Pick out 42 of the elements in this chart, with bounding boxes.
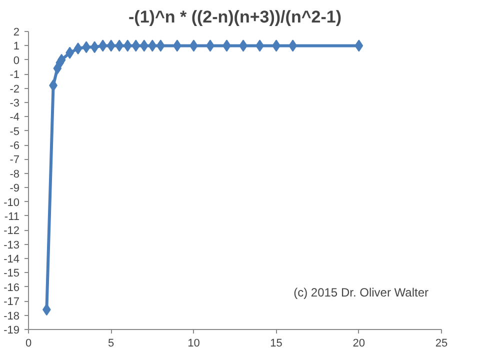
y-tick-label: -14 bbox=[4, 254, 20, 266]
y-tick-label: -5 bbox=[10, 126, 20, 138]
point bbox=[140, 40, 148, 52]
y-tick-label: -19 bbox=[4, 324, 20, 336]
y-tick-label: -10 bbox=[4, 196, 20, 209]
y-tick-label: -4 bbox=[10, 112, 20, 124]
point bbox=[90, 41, 99, 54]
y-tick-label: -13 bbox=[4, 239, 20, 252]
y-tick-label: 2 bbox=[13, 26, 20, 38]
point bbox=[148, 40, 157, 52]
y-tick-label: -9 bbox=[10, 182, 20, 195]
y-tick-label: 1 bbox=[13, 40, 20, 53]
point bbox=[98, 40, 108, 52]
y-tick-label: -11 bbox=[4, 210, 20, 223]
y-tick-label: -1 bbox=[10, 69, 20, 82]
point bbox=[74, 42, 82, 55]
y-tick-label: -12 bbox=[4, 225, 20, 238]
y-tick-label: -2 bbox=[10, 83, 20, 96]
y-tick-label: -8 bbox=[10, 168, 20, 180]
annotation: (c) 2015 Dr. Oliver Walter bbox=[294, 286, 429, 300]
x-tick-label: 0 bbox=[25, 338, 32, 350]
y-tick-label: -7 bbox=[10, 154, 20, 166]
point bbox=[115, 40, 124, 52]
point bbox=[156, 40, 165, 52]
y-tick-label: -16 bbox=[4, 282, 20, 294]
x-tick-label: 20 bbox=[352, 338, 366, 350]
point bbox=[123, 40, 132, 52]
chart-title: -(1)^n * ((2-n)(n+3))/(n^2-1) bbox=[128, 8, 342, 26]
x-tick-label: 10 bbox=[188, 338, 200, 350]
point bbox=[106, 40, 116, 52]
x-tick-label: 5 bbox=[108, 338, 114, 350]
y-tick-label: -18 bbox=[4, 310, 20, 322]
y-tick-label: -3 bbox=[10, 97, 20, 110]
x-tick-label: 15 bbox=[270, 338, 282, 350]
y-tick-label: -15 bbox=[4, 268, 20, 280]
x-tick-label: 25 bbox=[435, 338, 448, 350]
y-tick-label: 0 bbox=[13, 54, 20, 67]
point bbox=[354, 40, 364, 52]
y-tick-label: -6 bbox=[10, 140, 20, 152]
y-tick-label: -17 bbox=[4, 296, 20, 308]
point bbox=[57, 54, 66, 66]
point bbox=[132, 40, 140, 52]
